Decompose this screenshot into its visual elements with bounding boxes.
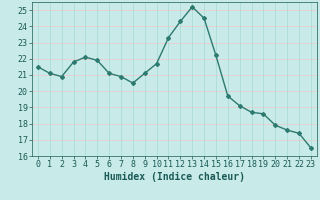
X-axis label: Humidex (Indice chaleur): Humidex (Indice chaleur) (104, 172, 245, 182)
